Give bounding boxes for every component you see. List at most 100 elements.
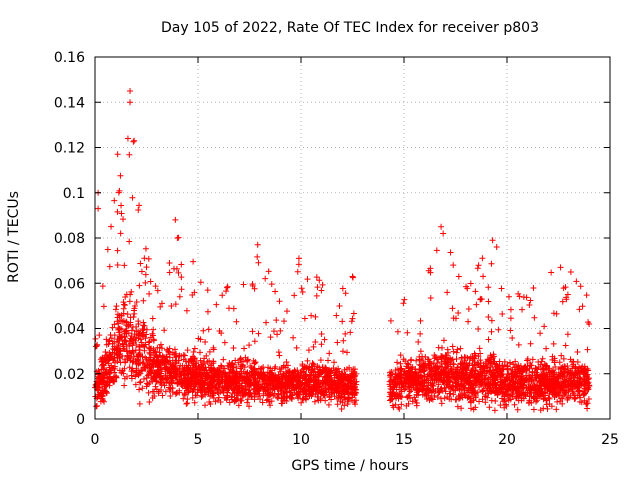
data-point xyxy=(96,332,103,339)
data-point xyxy=(432,387,439,394)
data-point xyxy=(200,327,207,334)
data-point xyxy=(137,360,144,367)
data-point xyxy=(204,287,211,294)
data-point xyxy=(410,384,417,391)
data-point xyxy=(573,278,580,285)
data-point xyxy=(565,387,572,394)
data-point xyxy=(435,389,442,396)
data-point xyxy=(562,389,569,396)
data-point xyxy=(129,359,136,366)
data-point xyxy=(267,373,274,380)
data-point xyxy=(422,360,429,367)
data-point xyxy=(295,261,302,268)
data-point xyxy=(119,340,126,347)
data-point xyxy=(337,373,344,380)
data-point xyxy=(139,385,146,392)
data-point xyxy=(146,369,153,376)
data-point xyxy=(333,312,340,319)
data-point xyxy=(513,394,520,401)
data-point xyxy=(212,398,219,405)
data-point xyxy=(130,138,137,145)
data-point xyxy=(288,377,295,384)
data-point xyxy=(152,383,159,390)
data-point xyxy=(458,376,465,383)
data-point xyxy=(449,343,456,350)
y-tick-label: 0.14 xyxy=(54,95,85,111)
data-point xyxy=(513,395,520,402)
data-point xyxy=(290,379,297,386)
y-tick-label: 0 xyxy=(76,412,85,428)
data-point xyxy=(205,364,212,371)
data-point xyxy=(200,364,207,371)
data-point xyxy=(505,293,512,300)
data-point xyxy=(146,290,153,297)
data-point xyxy=(298,399,305,406)
data-point xyxy=(294,268,301,275)
data-point xyxy=(141,255,148,262)
data-point xyxy=(574,392,581,399)
data-point xyxy=(318,341,325,348)
data-point xyxy=(553,406,560,413)
data-point xyxy=(330,365,337,372)
data-point xyxy=(558,352,565,359)
data-point xyxy=(248,381,255,388)
data-point xyxy=(541,323,548,330)
data-point xyxy=(149,315,156,322)
data-point xyxy=(469,374,476,381)
data-point xyxy=(586,321,593,328)
data-point xyxy=(482,399,489,406)
data-point xyxy=(528,393,535,400)
data-point xyxy=(277,368,284,375)
data-point xyxy=(173,265,180,272)
data-point xyxy=(166,260,173,266)
data-point xyxy=(312,338,319,345)
data-point xyxy=(565,394,572,401)
data-point xyxy=(440,337,447,344)
data-point xyxy=(249,393,256,400)
data-point xyxy=(111,321,118,328)
data-point xyxy=(499,395,506,402)
data-point xyxy=(223,396,230,403)
data-point xyxy=(454,346,461,353)
data-point xyxy=(507,315,514,322)
data-point xyxy=(397,360,404,367)
data-point xyxy=(267,402,274,409)
data-point xyxy=(150,326,157,333)
data-point xyxy=(395,392,402,399)
data-point xyxy=(139,325,146,332)
data-point xyxy=(236,380,243,387)
data-point xyxy=(142,245,149,252)
data-point xyxy=(180,395,187,402)
data-point xyxy=(499,385,506,392)
data-point xyxy=(415,392,422,399)
data-point xyxy=(158,300,165,307)
data-point xyxy=(180,352,187,359)
data-point xyxy=(268,398,275,405)
data-point xyxy=(563,373,570,380)
data-point xyxy=(560,383,567,390)
data-point xyxy=(431,392,438,399)
data-point xyxy=(281,318,288,325)
data-point xyxy=(453,378,460,385)
data-point xyxy=(191,345,198,352)
data-point xyxy=(417,348,424,355)
grid-lines xyxy=(95,57,610,419)
data-point xyxy=(314,383,321,390)
data-point xyxy=(485,284,492,291)
data-point xyxy=(251,390,258,397)
data-point xyxy=(516,390,523,397)
data-point xyxy=(554,375,561,382)
data-point xyxy=(157,379,164,386)
data-point xyxy=(120,305,127,312)
data-point xyxy=(108,223,115,230)
data-point xyxy=(472,382,479,389)
data-point xyxy=(474,360,481,367)
data-point xyxy=(157,303,164,310)
data-point xyxy=(457,345,464,352)
data-point xyxy=(172,301,179,308)
data-point xyxy=(281,393,288,400)
data-point xyxy=(539,355,546,362)
data-point xyxy=(144,372,151,379)
data-point xyxy=(169,349,176,356)
data-point xyxy=(93,343,100,350)
